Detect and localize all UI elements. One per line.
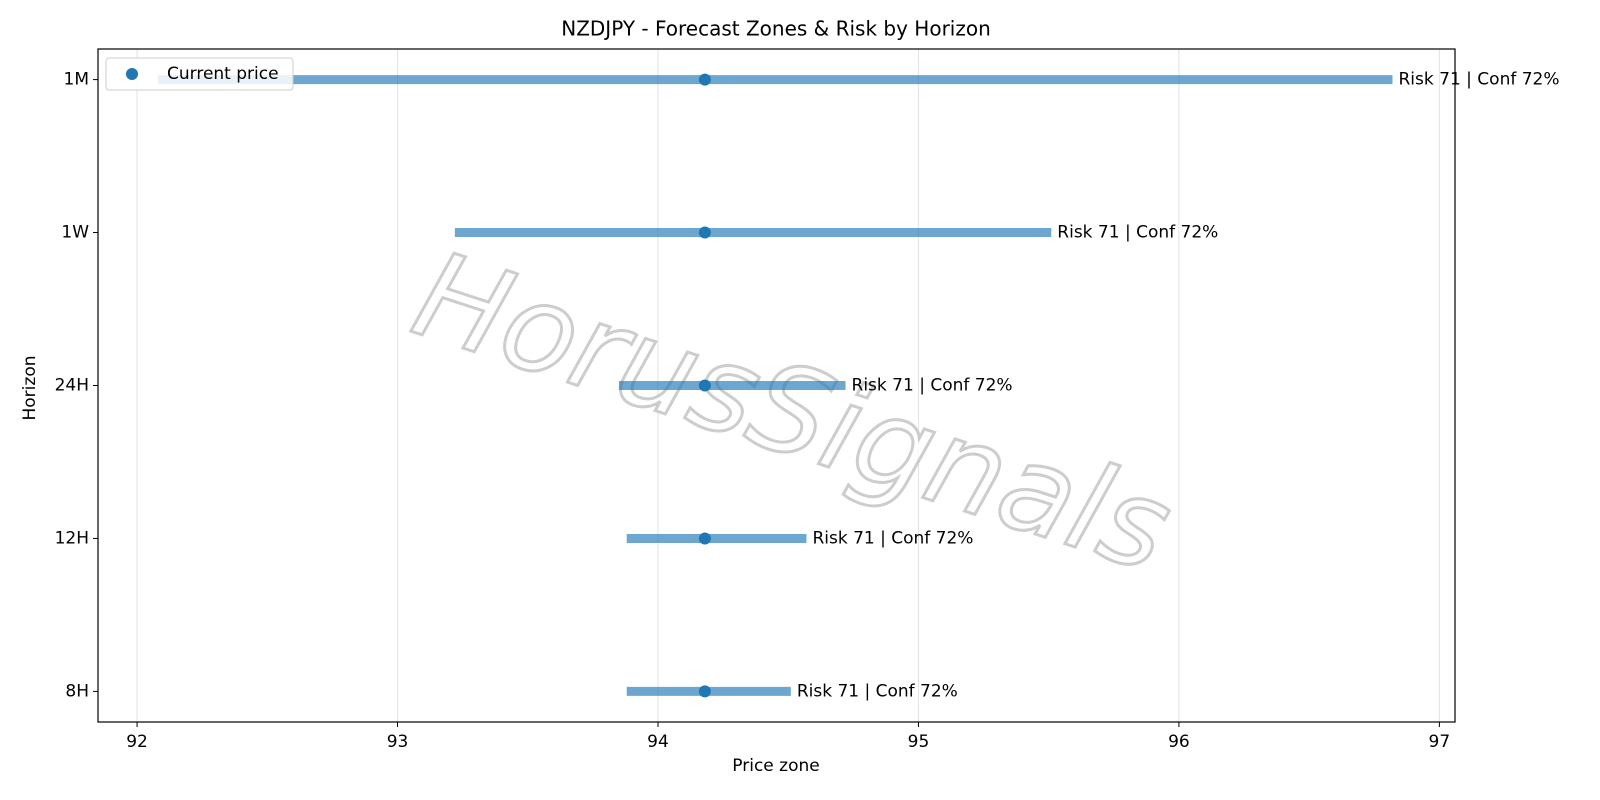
y-tick-label: 24H: [55, 376, 89, 396]
x-tick-label: 93: [387, 732, 409, 752]
y-tick-label: 1M: [64, 70, 89, 90]
x-tick-label: 96: [1168, 732, 1190, 752]
legend-box: [105, 57, 294, 91]
x-tick-label: 92: [126, 732, 148, 752]
current-price-dot: [698, 379, 711, 392]
annotation: Risk 71 | Conf 72%: [812, 528, 973, 548]
x-axis-label: Price zone: [732, 756, 819, 776]
y-tick-label: 8H: [65, 681, 89, 701]
current-price-dot: [698, 73, 711, 86]
y-tick-label: 1W: [61, 223, 89, 243]
current-price-dot: [698, 685, 711, 698]
y-axis-label: Horizon: [20, 356, 40, 421]
annotation: Risk 71 | Conf 72%: [797, 681, 958, 701]
y-tick-label: 12H: [55, 528, 89, 548]
x-tick-label: 94: [647, 732, 669, 752]
legend-marker: [126, 68, 138, 80]
x-tick-label: 95: [908, 732, 930, 752]
plot-frame: [97, 48, 1456, 723]
current-price-dot: [698, 226, 711, 239]
chart-title: NZDJPY - Forecast Zones & Risk by Horizo…: [561, 17, 991, 41]
annotation: Risk 71 | Conf 72%: [1398, 70, 1559, 90]
annotation: Risk 71 | Conf 72%: [852, 376, 1013, 396]
x-tick-label: 97: [1429, 732, 1451, 752]
legend-label: Current price: [167, 64, 279, 84]
current-price-dot: [698, 532, 711, 545]
annotation: Risk 71 | Conf 72%: [1057, 223, 1218, 243]
